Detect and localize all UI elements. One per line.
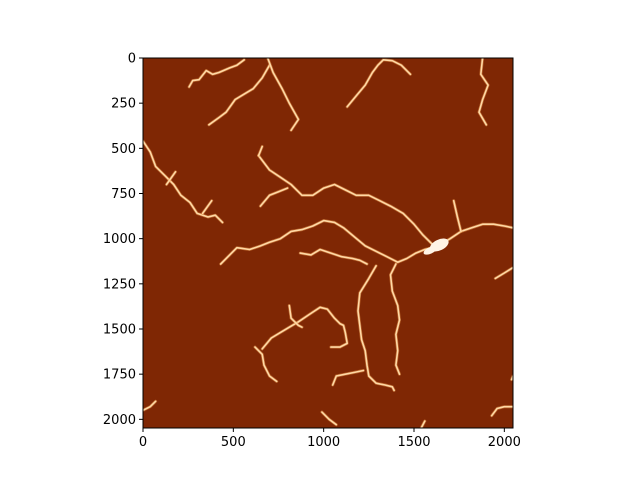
branch-long-mid (219, 219, 442, 265)
branch-left (143, 140, 224, 224)
branch-left-spur (165, 171, 177, 186)
branch-right-upper (452, 199, 462, 233)
y-tick-label: 1500 (103, 322, 136, 337)
branch-vertical-b (389, 263, 401, 375)
main-trunk-right (440, 223, 513, 245)
image-area (143, 58, 513, 428)
x-axis: 0 500 1000 1500 2000 (139, 428, 521, 450)
axes-frame (142, 57, 514, 429)
branch-bottom-right (490, 405, 513, 417)
branch-right-mid (494, 266, 513, 280)
y-tick-label: 1250 (103, 277, 136, 292)
branch-lower-left (254, 346, 278, 383)
y-tick-label: 750 (111, 187, 136, 202)
branch-bottom-center (331, 369, 365, 386)
y-axis: 0 250 500 750 1000 1250 1500 1750 2000 (103, 52, 143, 428)
branch-lower-center-2 (288, 304, 303, 328)
branch-bottom-far-right (420, 420, 426, 428)
x-tick-label: 1500 (397, 435, 430, 450)
branch-left-spur-2 (201, 199, 213, 215)
x-tick-label: 2000 (488, 435, 521, 450)
y-tick-label: 1000 (103, 232, 136, 247)
features-layer (143, 58, 513, 428)
branch-center-a (257, 154, 441, 247)
x-tick-label: 0 (139, 435, 147, 450)
y-tick-label: 0 (128, 52, 136, 67)
branch-center-a-spur (257, 145, 263, 157)
branch-top-right-a (346, 59, 412, 108)
branch-top-right-b (478, 58, 489, 126)
branch-lower-center (261, 306, 348, 350)
y-tick-label: 250 (111, 97, 136, 112)
branch-bottom-mid (321, 411, 338, 426)
branch-mid-lower (299, 248, 368, 265)
branch-top-center (266, 58, 300, 132)
branch-center-b (259, 187, 289, 207)
x-tick-label: 500 (221, 435, 246, 450)
branch-top-left (188, 59, 245, 88)
branch-bottom-left (143, 400, 157, 412)
y-tick-label: 1750 (103, 368, 136, 383)
branch-top-left-2 (208, 64, 271, 126)
junction-blob-b (423, 246, 437, 255)
y-tick-label: 2000 (103, 413, 136, 428)
x-tick-label: 1000 (307, 435, 340, 450)
branch-vertical-a (357, 265, 395, 392)
y-tick-label: 500 (111, 142, 136, 157)
